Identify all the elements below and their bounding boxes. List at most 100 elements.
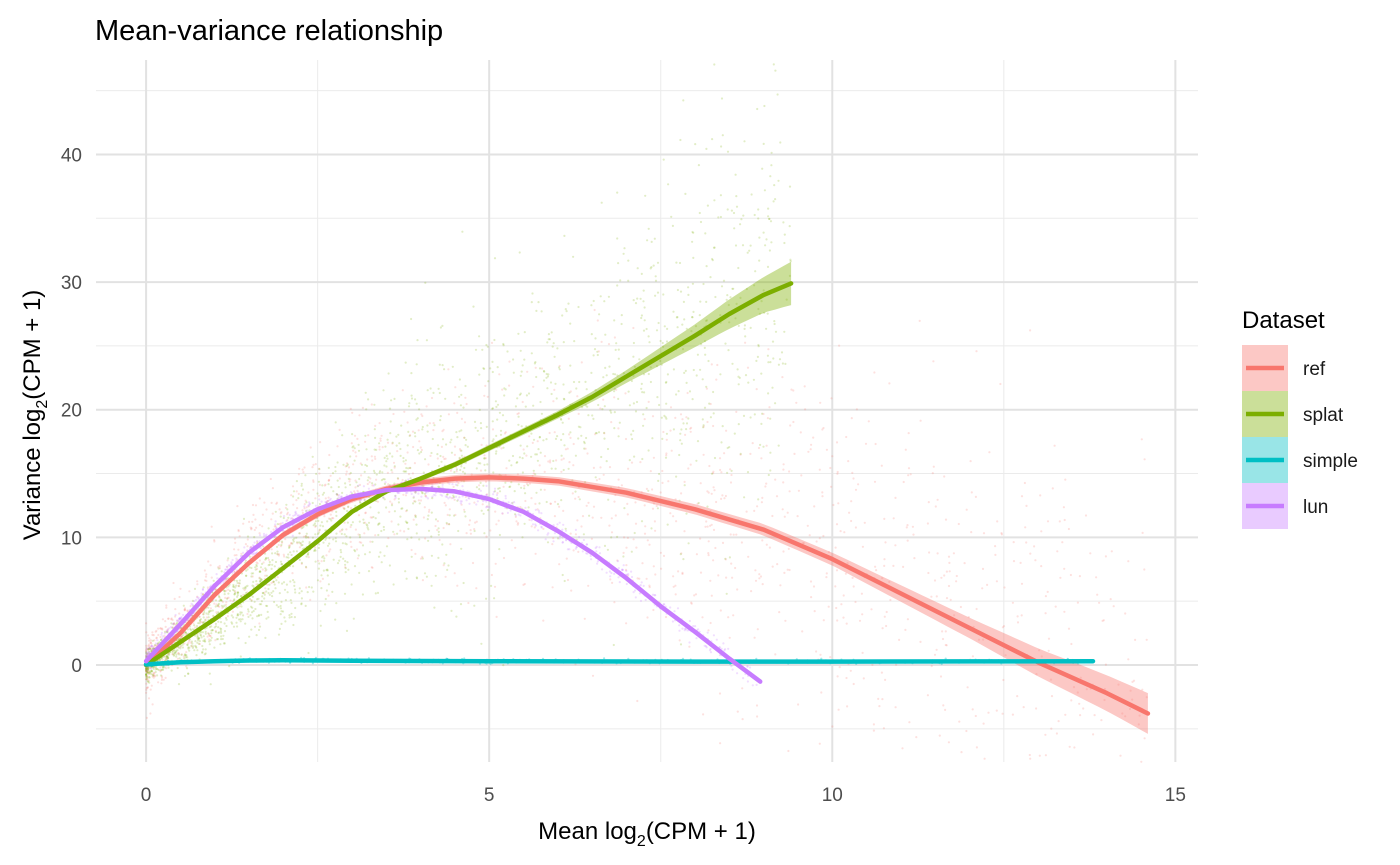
scatter-point [949,598,952,601]
scatter-point [712,246,716,249]
scatter-point [615,342,618,345]
scatter-point [217,631,220,634]
scatter-point [906,524,909,527]
scatter-point [427,463,430,466]
scatter-point [942,704,945,707]
scatter-point [554,382,557,385]
scatter-point [279,604,282,608]
scatter-point [193,649,196,652]
scatter-point [373,403,376,406]
scatter-point [540,512,543,515]
scatter-point [415,523,418,526]
scatter-point [467,601,470,605]
scatter-point [298,546,301,549]
scatter-point [427,529,431,532]
scatter-point [255,580,258,583]
scatter-point [350,492,354,495]
scatter-point [605,460,608,463]
scatter-point [941,637,945,641]
scatter-point [187,672,190,675]
scatter-point [198,642,201,646]
scatter-point [256,615,259,618]
scatter-point [944,630,947,633]
scatter-point [726,150,730,153]
scatter-point [860,592,864,595]
scatter-point [200,594,203,597]
scatter-point [850,417,853,420]
scatter-point [532,438,536,441]
scatter-point [480,443,483,446]
scatter-point [542,379,546,382]
scatter-point [626,502,629,505]
scatter-point [433,424,436,427]
scatter-point [279,515,282,518]
scatter-point [849,669,852,672]
scatter-point [224,579,227,582]
scatter-point [185,667,189,670]
scatter-point [699,571,703,574]
scatter-point [167,666,170,669]
scatter-point [398,442,401,445]
scatter-point [756,107,759,111]
scatter-point [160,638,163,641]
scatter-point [158,641,161,644]
scatter-point [607,498,610,501]
scatter-point [1101,619,1104,623]
scatter-point [233,589,236,592]
scatter-point [475,520,478,523]
scatter-point [645,327,648,331]
scatter-point [161,628,164,631]
scatter-point [427,539,430,542]
scatter-point [535,375,538,379]
scatter-point [446,481,449,484]
scatter-point [712,470,715,473]
scatter-point [352,449,355,452]
scatter-point [319,609,322,613]
scatter-point [266,604,269,608]
scatter-point [214,605,217,608]
scatter-point [527,392,531,395]
scatter-point [282,529,285,533]
scatter-point [203,611,206,614]
scatter-point [190,645,193,648]
scatter-point [711,259,714,262]
scatter-point [590,304,593,307]
scatter-point [982,638,985,641]
scatter-point [576,519,579,522]
scatter-point [486,505,489,508]
scatter-point [147,650,151,653]
scatter-point [379,439,382,442]
scatter-point [338,428,341,431]
scatter-point [196,635,199,638]
scatter-point [252,609,255,613]
scatter-point [456,436,459,439]
scatter-point [554,467,557,470]
scatter-point [228,665,231,668]
scatter-point [145,674,148,677]
scatter-point [598,477,601,481]
scatter-point [402,470,405,473]
scatter-point [377,533,380,537]
scatter-point [719,609,722,612]
scatter-point [726,446,729,450]
scatter-point [616,535,619,539]
scatter-point [199,634,202,637]
scatter-point [665,417,668,420]
scatter-point [528,435,531,438]
scatter-point [623,247,626,250]
scatter-point [505,467,508,470]
scatter-point [235,579,238,583]
scatter-point [156,642,159,645]
scatter-point [567,467,570,470]
scatter-point [164,655,168,658]
scatter-point [389,500,392,503]
scatter-point [681,323,684,326]
scatter-point [606,447,610,451]
scatter-point [438,391,441,395]
scatter-point [349,471,352,475]
scatter-point [474,521,477,524]
scatter-point [474,348,478,351]
scatter-point [348,473,351,476]
scatter-point [378,522,381,525]
scatter-point [584,404,587,407]
